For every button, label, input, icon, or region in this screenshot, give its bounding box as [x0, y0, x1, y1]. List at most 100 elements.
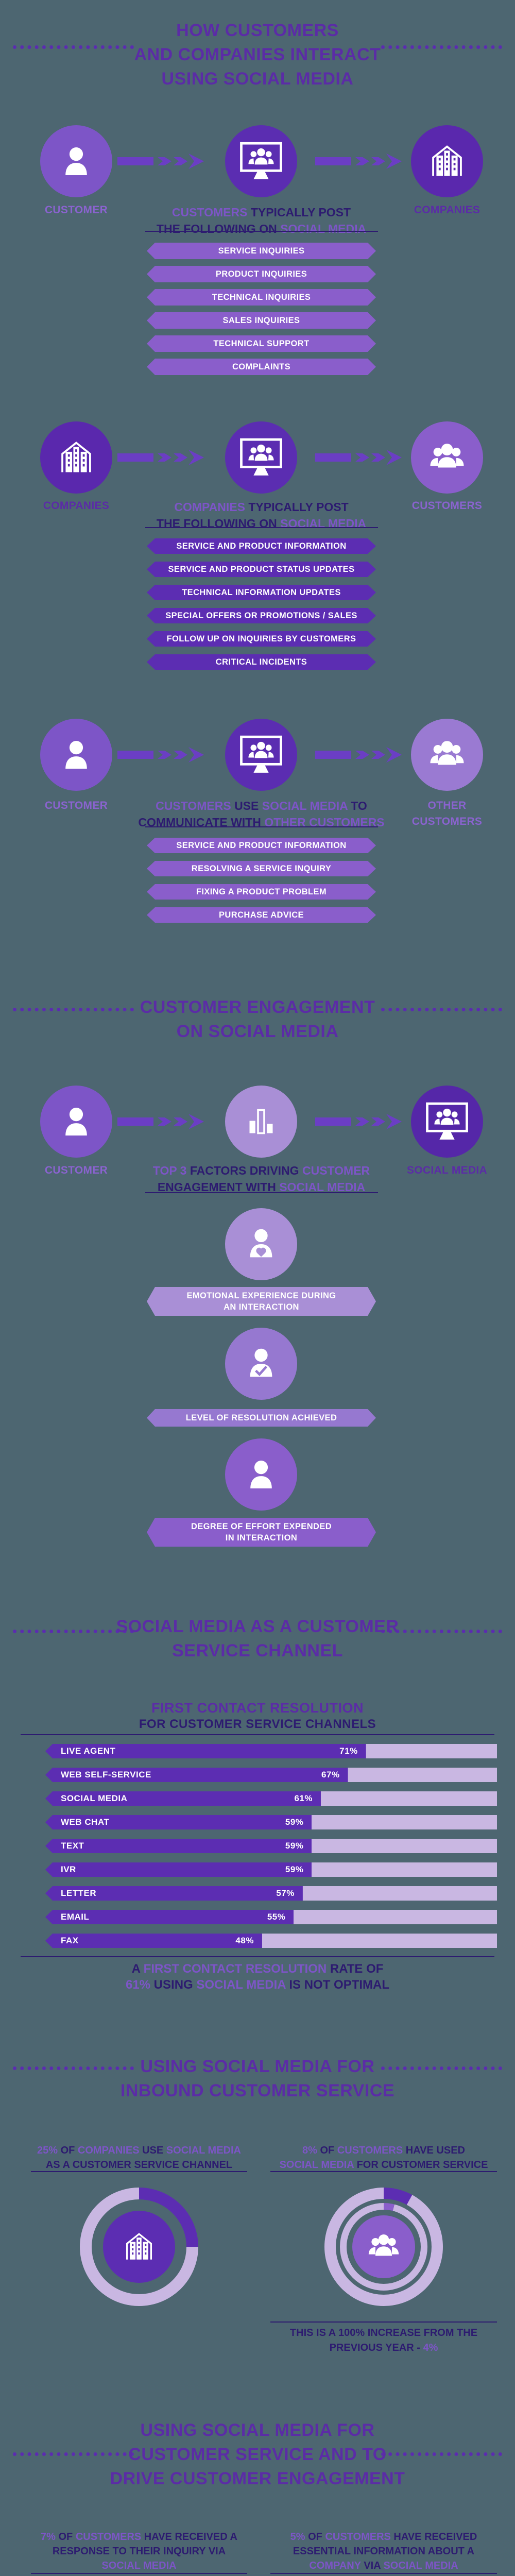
- companies-donut-heading: 25% OF COMPANIES USE SOCIAL MEDIA AS A CU…: [37, 2145, 241, 2171]
- page-title: HOW CUSTOMERS AND COMPANIES INTERACT USING…: [134, 21, 381, 89]
- bar-fill: LIVE AGENT 71%: [45, 1744, 366, 1758]
- flow-arrow-icon: [315, 450, 402, 465]
- social-media-monitor-icon: [240, 735, 282, 773]
- people-group-icon: [430, 741, 464, 765]
- factors-circle: [225, 1086, 297, 1158]
- engagement-heading: TOP 3 FACTORS DRIVING CUSTOMER ENGAGEMENT…: [152, 1164, 370, 1194]
- dotted-line: [13, 1008, 134, 1011]
- divider-rule: [31, 2171, 247, 2172]
- divider-rule: [270, 2573, 497, 2574]
- people-group-icon: [368, 2234, 399, 2256]
- divider-rule: [21, 1734, 494, 1735]
- person-check-icon: [250, 1348, 272, 1377]
- banner: TECHNICAL SUPPORT: [147, 335, 376, 352]
- people-group-icon: [430, 444, 464, 468]
- flow1-banners: SERVICE INQUIRIES PRODUCT INQUIRIES TECHNI…: [147, 243, 376, 375]
- dotted-line: [381, 1630, 502, 1633]
- bar-row: LETTER 57%: [45, 1886, 497, 1901]
- flow-arrow-icon: [117, 450, 204, 465]
- first-contact-resolution-chart: LIVE AGENT 71% WEB SELF-SERVICE 67% SOCI…: [45, 1744, 497, 1957]
- emotional-experience-circle: [225, 1208, 297, 1280]
- customer-circle: [40, 1086, 112, 1158]
- companies-donut-center: [103, 2211, 175, 2283]
- social-media-circle: [225, 719, 297, 791]
- bar-row: LIVE AGENT 71%: [45, 1744, 497, 1758]
- bar-fill: EMAIL 55%: [45, 1910, 294, 1924]
- dotted-line: [381, 2452, 502, 2456]
- dotted-line: [381, 1008, 502, 1011]
- bar-label: EMAIL: [61, 1912, 90, 1922]
- bar-fill: WEB SELF-SERVICE 67%: [45, 1768, 348, 1782]
- flow-arrow-icon: [315, 747, 402, 762]
- banner: FIXING A PRODUCT PROBLEM: [147, 884, 376, 900]
- person-icon: [250, 1461, 272, 1488]
- banner: CRITICAL INCIDENTS: [147, 654, 376, 670]
- bar-row: IVR 59%: [45, 1862, 497, 1877]
- divider-rule: [145, 527, 378, 528]
- bar-label: WEB CHAT: [61, 1817, 110, 1827]
- bar-value: 59%: [285, 1841, 304, 1851]
- flow2-banners: SERVICE AND PRODUCT INFORMATION SERVICE A…: [147, 538, 376, 670]
- buildings-icon: [61, 442, 91, 472]
- banner: SPECIAL OFFERS OR PROMOTIONS / SALES: [147, 608, 376, 623]
- customer-circle: [40, 125, 112, 197]
- bar-fill: WEB CHAT 59%: [45, 1815, 312, 1829]
- flow2-left-label: COMPANIES: [43, 500, 110, 512]
- bar-fill: SOCIAL MEDIA 61%: [45, 1791, 321, 1806]
- bar-label: LETTER: [61, 1888, 97, 1898]
- divider-rule: [270, 2171, 497, 2172]
- dotted-line: [13, 2452, 134, 2456]
- dotted-line: [13, 45, 134, 49]
- buildings-icon: [432, 145, 462, 176]
- section-title-drive-engagement: USING SOCIAL MEDIA FOR CUSTOMER SERVICE A…: [110, 2420, 405, 2488]
- dotted-line: [13, 2066, 134, 2070]
- banner: TECHNICAL INQUIRIES: [147, 289, 376, 306]
- flow-arrow-icon: [315, 1114, 402, 1129]
- flow-arrow-icon: [117, 1114, 204, 1129]
- customer-circle: [40, 719, 112, 791]
- other-customers-circle: [411, 719, 483, 791]
- bar-value: 48%: [235, 1936, 254, 1945]
- resolution-circle: [225, 1328, 297, 1400]
- divider-rule: [31, 2573, 247, 2574]
- factor-banner: DEGREE OF EFFORT EXPENDED IN INTERACTION: [147, 1518, 376, 1547]
- effort-circle: [225, 1438, 297, 1511]
- bar-row: FAX 48%: [45, 1934, 497, 1948]
- divider-rule: [145, 231, 378, 232]
- bar-label: FAX: [61, 1936, 79, 1945]
- companies-circle: [40, 421, 112, 494]
- dotted-line: [13, 1630, 134, 1633]
- bar-row: SOCIAL MEDIA 61%: [45, 1791, 497, 1806]
- flow-arrow-icon: [117, 154, 204, 169]
- flow1-right-label: COMPANIES: [414, 204, 480, 216]
- bar-fill: TEXT 59%: [45, 1839, 312, 1853]
- person-icon: [65, 1108, 87, 1136]
- section-title-service-channel: SOCIAL MEDIA AS A CUSTOMER SERVICE CHANNE…: [116, 1617, 399, 1660]
- divider-rule: [145, 1192, 378, 1193]
- person-heart-icon: [250, 1229, 272, 1258]
- banner: RESOLVING A SERVICE INQUIRY: [147, 861, 376, 876]
- bar-label: SOCIAL MEDIA: [61, 1793, 128, 1803]
- banner: SALES INQUIRIES: [147, 312, 376, 329]
- customers-donut-center: [352, 2215, 415, 2278]
- bar-value: 67%: [321, 1770, 340, 1780]
- banner: PURCHASE ADVICE: [147, 907, 376, 923]
- banner: SERVICE AND PRODUCT INFORMATION: [147, 538, 376, 554]
- bar-row: WEB SELF-SERVICE 67%: [45, 1768, 497, 1782]
- social-media-circle: [225, 421, 297, 494]
- chart-title: FIRST CONTACT RESOLUTION: [151, 1700, 364, 1716]
- engagement-left-label: CUSTOMER: [44, 1164, 108, 1176]
- bar-row: TEXT 59%: [45, 1839, 497, 1853]
- factor-banner: LEVEL OF RESOLUTION ACHIEVED: [147, 1409, 376, 1427]
- companies-circle: [411, 125, 483, 197]
- flow3-banners: SERVICE AND PRODUCT INFORMATION RESOLVING…: [147, 838, 376, 923]
- bar-value: 55%: [267, 1912, 286, 1922]
- flow1-heading: CUSTOMERS TYPICALLY POST THE FOLLOWING ON…: [156, 206, 367, 235]
- engagement-right-label: SOCIAL MEDIA: [406, 1164, 488, 1176]
- flow-arrow-icon: [117, 747, 204, 762]
- response-stat-text: 7% OF CUSTOMERS HAVE RECEIVED A RESPONSE …: [41, 2531, 237, 2571]
- bar-fill: LETTER 57%: [45, 1886, 303, 1901]
- banner: TECHNICAL INFORMATION UPDATES: [147, 585, 376, 600]
- bar-row: WEB CHAT 59%: [45, 1815, 497, 1829]
